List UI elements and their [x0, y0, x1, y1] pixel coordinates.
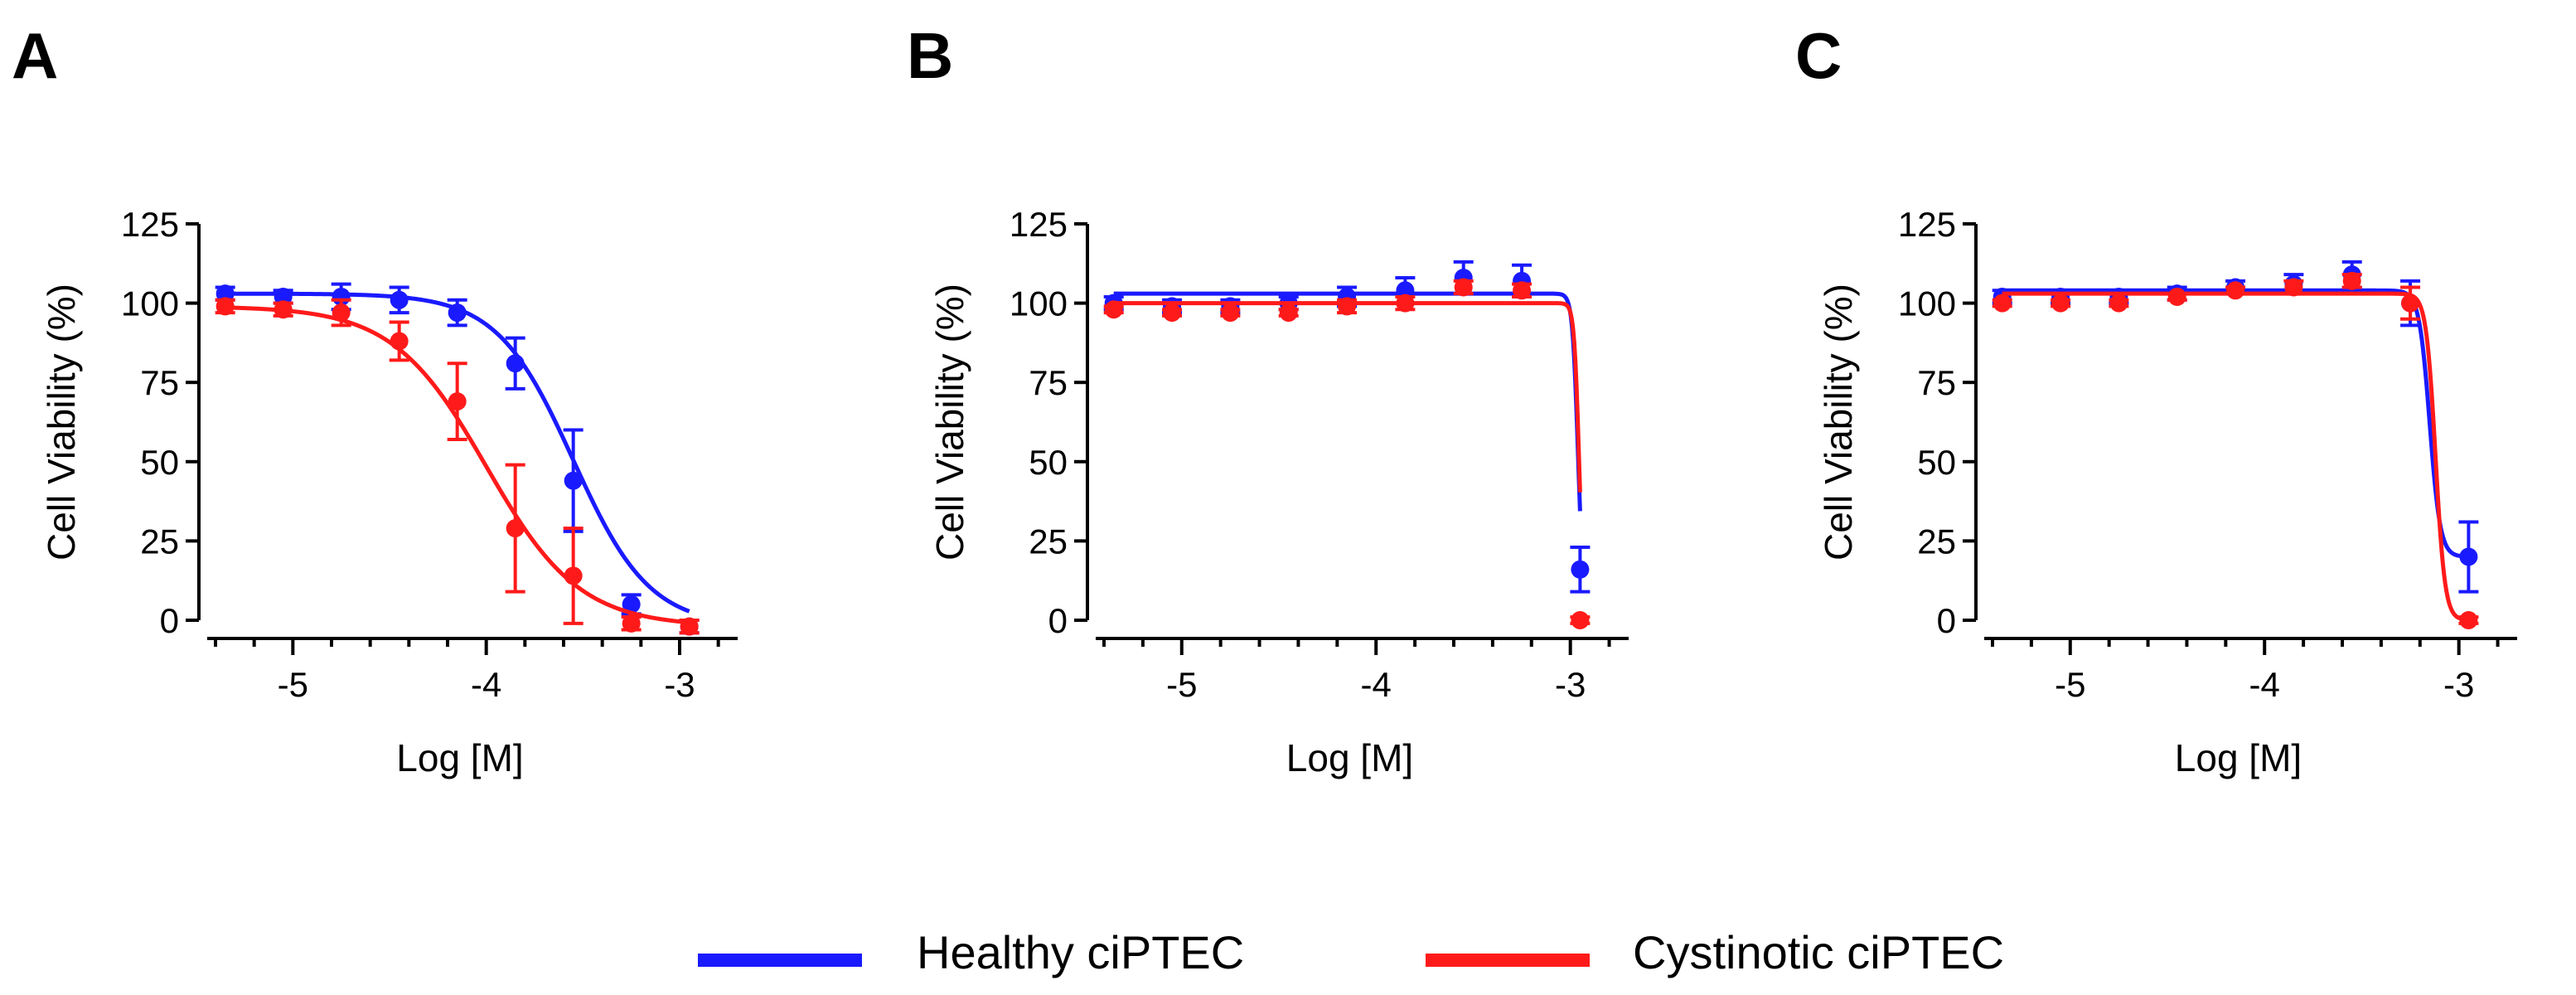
x-tick-label: -5	[278, 665, 308, 704]
data-point	[1993, 294, 2012, 313]
panel-letter-b: B	[907, 19, 953, 92]
data-point	[1279, 303, 1298, 323]
y-tick-label: 25	[1029, 522, 1068, 561]
data-point	[1571, 611, 1590, 629]
data-point	[1571, 560, 1590, 579]
data-point	[2109, 294, 2128, 313]
fit-curve	[1113, 291, 1582, 512]
panel-letter-a: A	[12, 19, 58, 92]
x-tick-label: -5	[1166, 665, 1197, 704]
series-healthy	[215, 282, 700, 636]
data-point	[1396, 281, 1415, 300]
data-point	[2459, 611, 2478, 629]
chart-panel-b: 0 25 50 75 100 125 -5 -4 -3 Log [M] Cell Viability…	[928, 205, 1629, 779]
y-tick-label: 100	[1010, 284, 1068, 323]
x-axis-title: Log [M]	[396, 736, 523, 779]
data-point	[2401, 294, 2420, 313]
y-tick-label: 75	[1917, 363, 1956, 402]
data-point	[1104, 300, 1123, 319]
fit-curve	[1113, 301, 1582, 493]
x-tick-label: -5	[2055, 665, 2085, 704]
data-point	[1454, 278, 1473, 297]
y-tick-label: 50	[1917, 443, 1956, 482]
fit-curve	[225, 305, 690, 625]
data-point	[2284, 278, 2303, 297]
x-tick-label: -3	[1555, 665, 1586, 704]
y-tick-label: 75	[1029, 363, 1068, 402]
x-tick-label: -4	[1361, 665, 1392, 704]
panel-letter-c: C	[1795, 19, 1842, 92]
data-point	[448, 392, 467, 411]
data-point	[2051, 294, 2070, 313]
series-cystinotic	[1103, 278, 1591, 629]
data-point	[390, 290, 409, 309]
data-point	[506, 354, 525, 373]
chart-panel-a: 0 25 50 75 100 125 -5 -4 -3 Log [M] Cell Viability…	[40, 205, 738, 779]
y-tick-label: 0	[160, 601, 179, 640]
fit-curve	[225, 291, 690, 614]
x-axis-title: Log [M]	[1286, 736, 1413, 779]
data-point	[2167, 287, 2186, 306]
legend-label-healthy: Healthy ciPTEC	[917, 926, 1244, 978]
data-point	[2459, 547, 2478, 566]
data-point	[564, 471, 583, 490]
y-tick-label: 25	[140, 522, 179, 561]
data-point	[1221, 303, 1240, 323]
data-point	[215, 297, 235, 316]
x-tick-label: -4	[2249, 665, 2280, 704]
data-point	[622, 614, 641, 633]
data-point	[680, 617, 699, 636]
x-tick-label: -4	[471, 665, 501, 704]
data-point	[564, 566, 583, 585]
y-axis-title: Cell Viability (%)	[40, 284, 83, 561]
y-tick-label: 125	[1898, 205, 1956, 244]
data-point	[2226, 281, 2245, 300]
y-tick-label: 125	[121, 205, 179, 244]
data-point	[1513, 281, 1532, 300]
series-healthy	[1992, 260, 2479, 594]
data-point	[274, 300, 293, 319]
fit-curve	[2002, 288, 2469, 559]
legend-label-cystinotic: Cystinotic ciPTEC	[1633, 926, 2004, 978]
data-point	[448, 303, 467, 323]
y-tick-label: 125	[1010, 205, 1068, 244]
y-tick-label: 25	[1917, 522, 1956, 561]
data-point	[215, 284, 235, 303]
y-axis-title: Cell Viability (%)	[928, 284, 971, 561]
y-axis-title: Cell Viability (%)	[1817, 284, 1860, 561]
x-axis-title: Log [M]	[2175, 736, 2302, 779]
data-point	[622, 595, 641, 614]
legend: Healthy ciPTEC Cystinotic ciPTEC	[698, 926, 2004, 978]
data-point	[274, 287, 293, 306]
data-point	[1163, 303, 1182, 323]
x-tick-label: -3	[664, 665, 695, 704]
y-tick-label: 0	[1937, 601, 1956, 640]
data-point	[1396, 294, 1415, 313]
x-tick-label: -3	[2443, 665, 2474, 704]
data-point	[2342, 271, 2361, 290]
series-cystinotic	[215, 297, 700, 636]
fit-curve	[2002, 291, 2469, 623]
y-tick-label: 50	[1029, 443, 1068, 482]
y-tick-label: 75	[140, 363, 179, 402]
data-point	[506, 519, 525, 538]
data-point	[332, 303, 351, 323]
y-tick-label: 100	[1898, 284, 1956, 323]
chart-panel-c: 0 25 50 75 100 125 -5 -4 -3 Log [M] Cell Viability…	[1817, 205, 2517, 779]
y-tick-label: 50	[140, 443, 179, 482]
data-point	[1338, 297, 1357, 316]
series-cystinotic	[1992, 271, 2479, 629]
y-tick-label: 0	[1048, 601, 1068, 640]
y-tick-label: 100	[121, 284, 179, 323]
data-point	[390, 332, 409, 351]
